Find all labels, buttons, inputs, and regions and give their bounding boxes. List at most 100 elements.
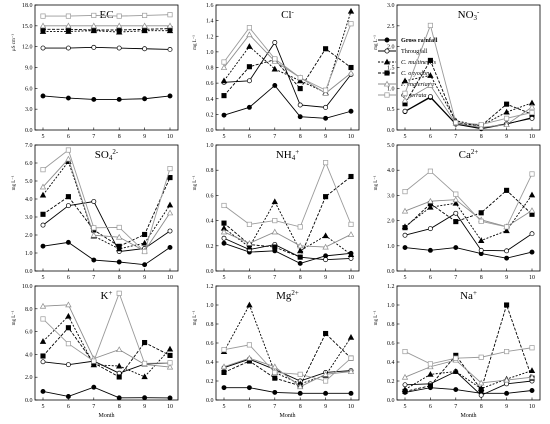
data-point <box>452 199 459 206</box>
data-point <box>528 191 536 198</box>
y-tick-label: 0.6 <box>206 341 214 347</box>
data-point <box>40 389 46 394</box>
data-point <box>116 224 122 230</box>
series-line <box>404 303 533 392</box>
data-point <box>347 251 355 258</box>
data-point <box>166 201 174 208</box>
chart-panel: 0.0 2.0 4.0 6.0 8.0 10.0 5 6 7 8 9 10 mg L⁻¹ Month K+ <box>11 284 179 419</box>
data-point <box>116 22 123 29</box>
data-point <box>401 373 409 380</box>
series-line <box>404 387 533 394</box>
data-point <box>40 316 46 322</box>
data-point <box>453 191 459 197</box>
data-point <box>167 175 173 181</box>
data-point <box>504 224 510 230</box>
series-line <box>223 11 352 94</box>
data-point <box>220 228 228 235</box>
data-point <box>116 362 123 369</box>
y-tick-label: 0.5 <box>387 107 395 113</box>
series-line <box>404 347 533 365</box>
series-line <box>404 212 533 252</box>
data-point <box>246 25 252 31</box>
y-tick-label: 1.0 <box>206 50 214 56</box>
data-point <box>347 368 355 374</box>
data-point <box>503 108 510 115</box>
y-tick-label: 2.0 <box>25 375 33 381</box>
data-point <box>504 349 510 355</box>
data-point <box>297 102 303 108</box>
x-tick-label: 7 <box>454 134 457 140</box>
data-point <box>90 22 97 29</box>
data-point <box>40 359 46 365</box>
x-tick-label: 7 <box>454 275 457 281</box>
x-tick-label: 9 <box>143 404 146 410</box>
data-point <box>116 346 123 353</box>
data-point <box>401 77 409 84</box>
data-point <box>246 31 253 38</box>
x-tick-label: 10 <box>167 275 173 281</box>
series-line <box>404 370 533 396</box>
y-tick-label: 1.0 <box>206 303 214 309</box>
y-axis-label: mg L⁻¹ <box>373 35 379 50</box>
y-tick-label: 0.4 <box>387 360 395 366</box>
y-tick-label: 1.2 <box>387 284 395 290</box>
y-tick-label: 0.8 <box>206 66 214 72</box>
series-line <box>404 170 533 228</box>
data-point <box>246 43 253 49</box>
y-axis-label: mg L⁻¹ <box>11 175 17 190</box>
data-point <box>271 228 278 235</box>
data-point <box>116 395 122 401</box>
y-tick-label: 18.0 <box>22 3 33 9</box>
series-line <box>223 332 352 387</box>
data-point <box>347 333 355 340</box>
series-line <box>43 28 171 31</box>
x-tick-label: 10 <box>167 404 173 410</box>
data-point <box>297 86 303 92</box>
data-point <box>384 92 390 98</box>
panel-title: NO3- <box>458 8 480 22</box>
data-point <box>65 325 71 331</box>
x-tick-label: 10 <box>529 134 535 140</box>
data-point <box>427 226 433 232</box>
y-tick-label: 0.0 <box>206 128 214 134</box>
data-point <box>297 242 304 249</box>
data-point <box>427 82 434 88</box>
data-point <box>220 77 228 84</box>
plot-frame <box>396 144 541 272</box>
series-line <box>223 357 352 388</box>
y-tick-label: 1.5 <box>387 66 395 72</box>
data-point <box>116 243 122 249</box>
y-tick-label: 0.0 <box>387 269 395 275</box>
x-tick-label: 8 <box>118 134 121 140</box>
chart-panel: 0.0 0.2 0.4 0.6 0.8 1.0 5 6 7 8 9 10 mg L⁻¹ NH4+ <box>192 143 360 281</box>
series-line <box>404 247 533 259</box>
data-point <box>167 352 173 358</box>
x-tick-label: 6 <box>429 404 432 410</box>
series-line <box>223 176 352 258</box>
data-point <box>323 330 329 337</box>
x-tick-label: 5 <box>404 134 407 140</box>
data-point <box>167 360 173 366</box>
data-point <box>504 187 510 193</box>
data-point <box>478 124 485 130</box>
x-tick-label: 5 <box>42 134 45 140</box>
chart-panel: 0.0 0.2 0.4 0.6 0.8 1.0 1.2 5 6 7 8 9 10 mg L⁻¹ Month M… <box>192 284 360 419</box>
y-axis-label: μS cm⁻¹ <box>11 34 17 51</box>
y-tick-label: 4.0 <box>25 197 33 203</box>
plot-frame <box>34 285 179 401</box>
data-point <box>427 383 433 389</box>
data-point <box>384 70 390 76</box>
data-point <box>167 12 173 18</box>
data-point <box>39 183 47 190</box>
x-tick-label: 5 <box>404 404 407 410</box>
data-point <box>323 160 329 166</box>
data-point <box>39 191 47 198</box>
x-tick-label: 9 <box>324 275 327 281</box>
chart-panel: 0.0 3.0 6.0 9.0 12.0 15.0 18.0 5 6 7 8 9 10 μS cm⁻¹ EC <box>11 3 179 140</box>
data-point <box>504 390 510 396</box>
data-point <box>323 104 329 110</box>
data-point <box>116 45 122 51</box>
y-tick-label: 2.0 <box>25 233 33 239</box>
x-tick-label: 7 <box>273 404 276 410</box>
series-line <box>223 84 352 119</box>
